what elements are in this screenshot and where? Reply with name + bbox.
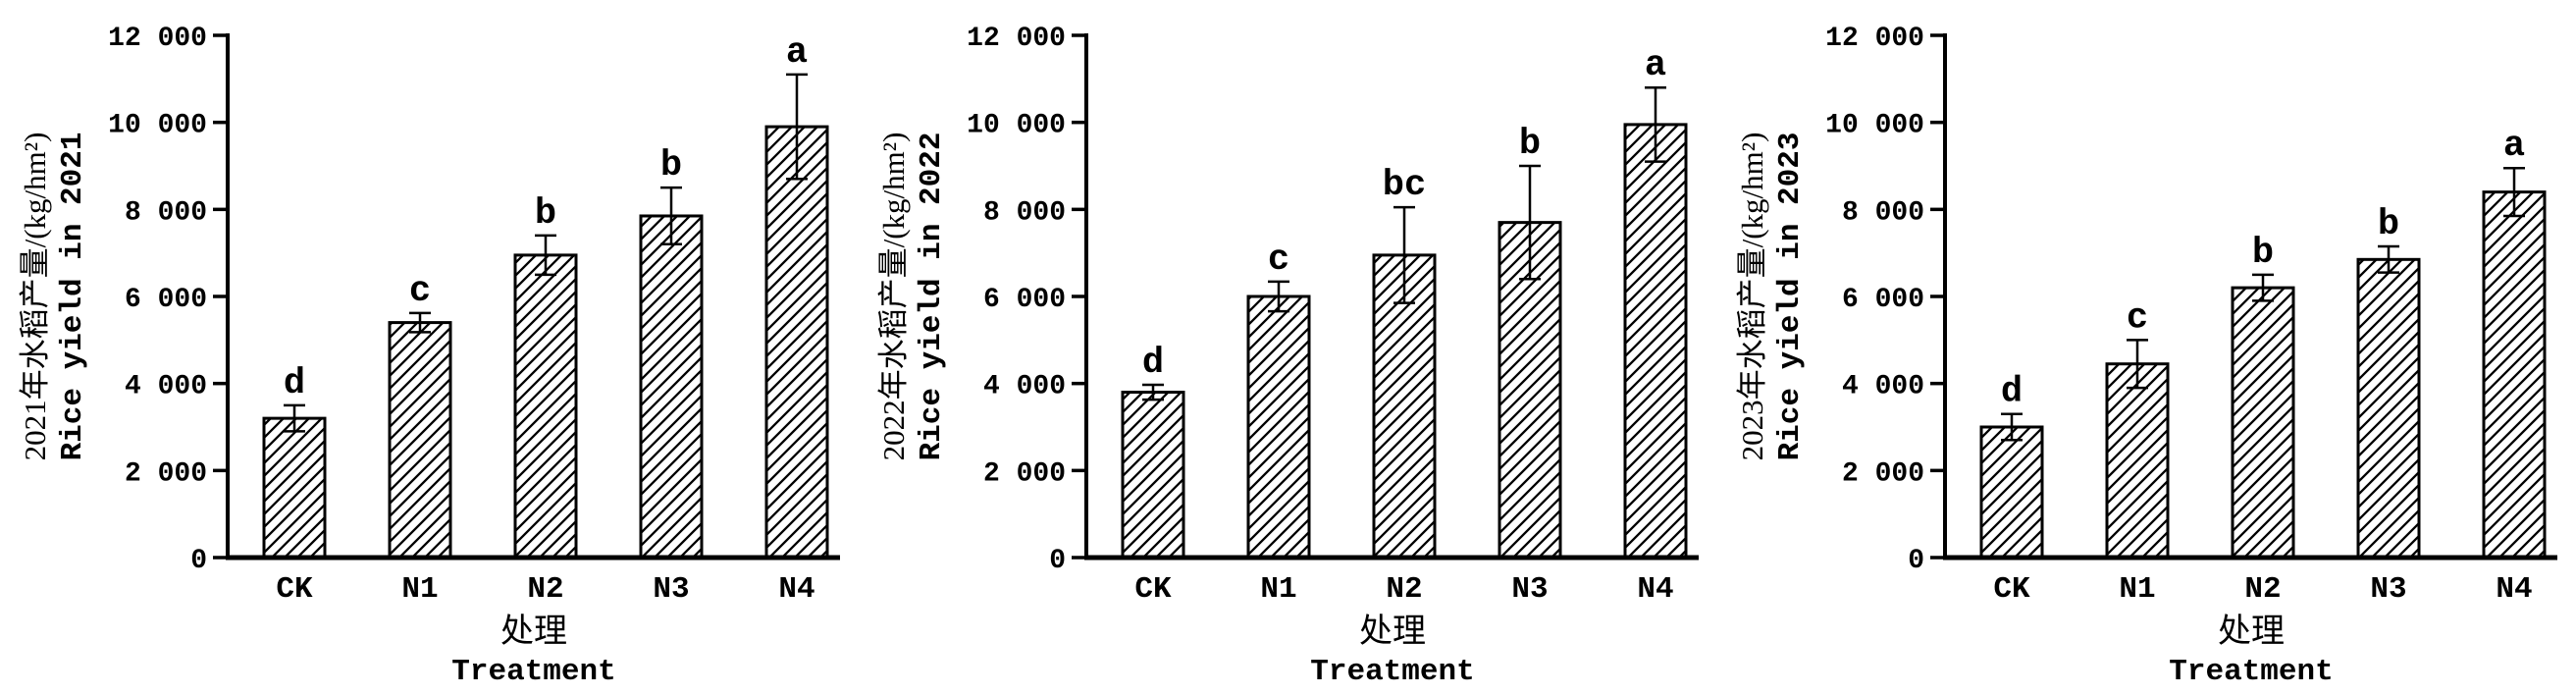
y-tick-label: 2 000 <box>1842 458 1924 489</box>
error-bar-n4 <box>1645 85 1666 163</box>
error-bar-ck <box>284 403 305 433</box>
x-tick-label-n2: N2 <box>527 572 563 607</box>
bar-n2 <box>1372 253 1437 560</box>
sig-letter-ck: d <box>2001 372 2023 413</box>
error-bar-n2 <box>1393 205 1415 304</box>
y-axis-label-cn: 2022年水稻产量/(kg/hm²) <box>876 133 911 461</box>
error-bar-n1 <box>2127 339 2148 390</box>
x-tick-label-n4: N4 <box>778 572 815 607</box>
x-tick-label-ck: CK <box>1134 572 1172 607</box>
sig-letter-n3: b <box>2378 204 2399 245</box>
x-tick-label-n2: N2 <box>2244 572 2281 607</box>
sig-letter-n2: b <box>535 193 556 235</box>
error-bar-n3 <box>2378 244 2399 274</box>
y-tick-label: 2 000 <box>983 458 1066 489</box>
sig-letter-n2: b <box>2252 233 2274 274</box>
sig-letter-n4: a <box>2503 126 2525 167</box>
y-tick-label: 8 000 <box>125 197 207 228</box>
chart-panel-year-2: 0 2 000 4 000 6 000 8 000 10 000 12 000 d CK c N1 b… <box>859 0 1717 695</box>
y-tick-label: 12 000 <box>967 24 1066 54</box>
error-bar-n1 <box>409 311 431 334</box>
y-tick-label: 8 000 <box>1842 197 1924 228</box>
error-bar-n2 <box>535 234 556 277</box>
y-tick-label: 10 000 <box>967 111 1066 141</box>
sig-letter-n4: a <box>1645 45 1666 86</box>
error-bar-ck <box>1142 383 1164 401</box>
bar-n2 <box>2231 286 2295 560</box>
bar-n3 <box>2356 257 2421 560</box>
x-tick-label-n3: N3 <box>653 572 689 607</box>
y-tick-label: 0 <box>1049 546 1066 576</box>
y-axis-label-en: Rice yield in 2023 <box>1773 133 1808 461</box>
y-tick-label: 4 000 <box>1842 372 1924 402</box>
x-axis-label-en: Treatment <box>451 655 615 689</box>
y-tick-label: 6 000 <box>1842 285 1924 315</box>
x-tick-label-ck: CK <box>1993 572 2030 607</box>
y-tick-label: 6 000 <box>983 285 1066 315</box>
error-bar-n4 <box>786 73 808 181</box>
sig-letter-n2: bc <box>1383 165 1426 206</box>
chart-panel-year-1: 0 2 000 4 000 6 000 8 000 10 000 12 000 d CK c N1 b… <box>0 0 859 695</box>
chart-panel-year-3: 0 2 000 4 000 6 000 8 000 10 000 12 000 d CK c N1 b… <box>1717 0 2576 695</box>
bar-n2 <box>513 253 578 560</box>
y-tick-label: 10 000 <box>108 111 207 141</box>
x-tick-label-n1: N1 <box>401 572 438 607</box>
sig-letter-n3: b <box>660 145 682 187</box>
x-tick-label-n4: N4 <box>1637 572 1673 607</box>
error-bar-n3 <box>1519 164 1541 281</box>
sig-letter-n1: c <box>1268 240 1289 281</box>
y-tick-label: 6 000 <box>125 285 207 315</box>
sig-letter-ck: d <box>1142 343 1164 384</box>
sig-letter-ck: d <box>284 363 305 404</box>
y-tick-label: 12 000 <box>108 24 207 54</box>
x-tick-label-n3: N3 <box>2370 572 2406 607</box>
y-tick-label: 2 000 <box>125 458 207 489</box>
error-bar-n4 <box>2503 166 2525 218</box>
bar-n4 <box>764 125 829 560</box>
bar-ck <box>1121 391 1185 560</box>
error-bar-n2 <box>2252 273 2274 302</box>
y-tick-label: 0 <box>1908 546 1924 576</box>
bar-n1 <box>388 321 452 560</box>
x-axis-label-en: Treatment <box>2169 655 2333 689</box>
x-axis-label-cn: 处理 <box>1359 614 1426 650</box>
x-axis-label-en: Treatment <box>1310 655 1474 689</box>
sig-letter-n4: a <box>786 32 808 74</box>
sig-letter-n1: c <box>409 271 431 312</box>
x-tick-label-n3: N3 <box>1511 572 1548 607</box>
y-tick-label: 4 000 <box>983 372 1066 402</box>
y-tick-label: 8 000 <box>983 197 1066 228</box>
x-tick-label-n2: N2 <box>1386 572 1422 607</box>
bar-n3 <box>639 214 704 560</box>
x-axis-label-cn: 处理 <box>500 614 567 650</box>
x-tick-label-n1: N1 <box>2119 572 2155 607</box>
sig-letter-n3: b <box>1519 124 1541 165</box>
x-tick-label-n1: N1 <box>1260 572 1296 607</box>
error-bar-n3 <box>660 186 682 246</box>
x-axis-label-cn: 处理 <box>2218 614 2285 650</box>
sig-letter-n1: c <box>2127 297 2148 339</box>
y-axis-label-cn: 2023年水稻产量/(kg/hm²) <box>1735 133 1769 461</box>
y-tick-label: 4 000 <box>125 372 207 402</box>
y-tick-label: 0 <box>190 546 207 576</box>
bar-n1 <box>1246 294 1311 560</box>
y-tick-label: 12 000 <box>1825 24 1924 54</box>
y-tick-label: 10 000 <box>1825 111 1924 141</box>
error-bar-ck <box>2001 412 2023 442</box>
y-axis-label-en: Rice yield in 2022 <box>915 133 949 461</box>
bar-n4 <box>2482 190 2547 560</box>
bar-n4 <box>1623 123 1688 560</box>
y-axis-label-en: Rice yield in 2021 <box>56 133 90 461</box>
x-tick-label-ck: CK <box>276 572 313 607</box>
x-tick-label-n4: N4 <box>2496 572 2532 607</box>
bar-ck <box>1979 425 2044 560</box>
error-bar-n1 <box>1268 280 1289 313</box>
bar-ck <box>262 416 327 560</box>
y-axis-label-cn: 2021年水稻产量/(kg/hm²) <box>18 133 52 461</box>
bar-n1 <box>2105 362 2170 560</box>
